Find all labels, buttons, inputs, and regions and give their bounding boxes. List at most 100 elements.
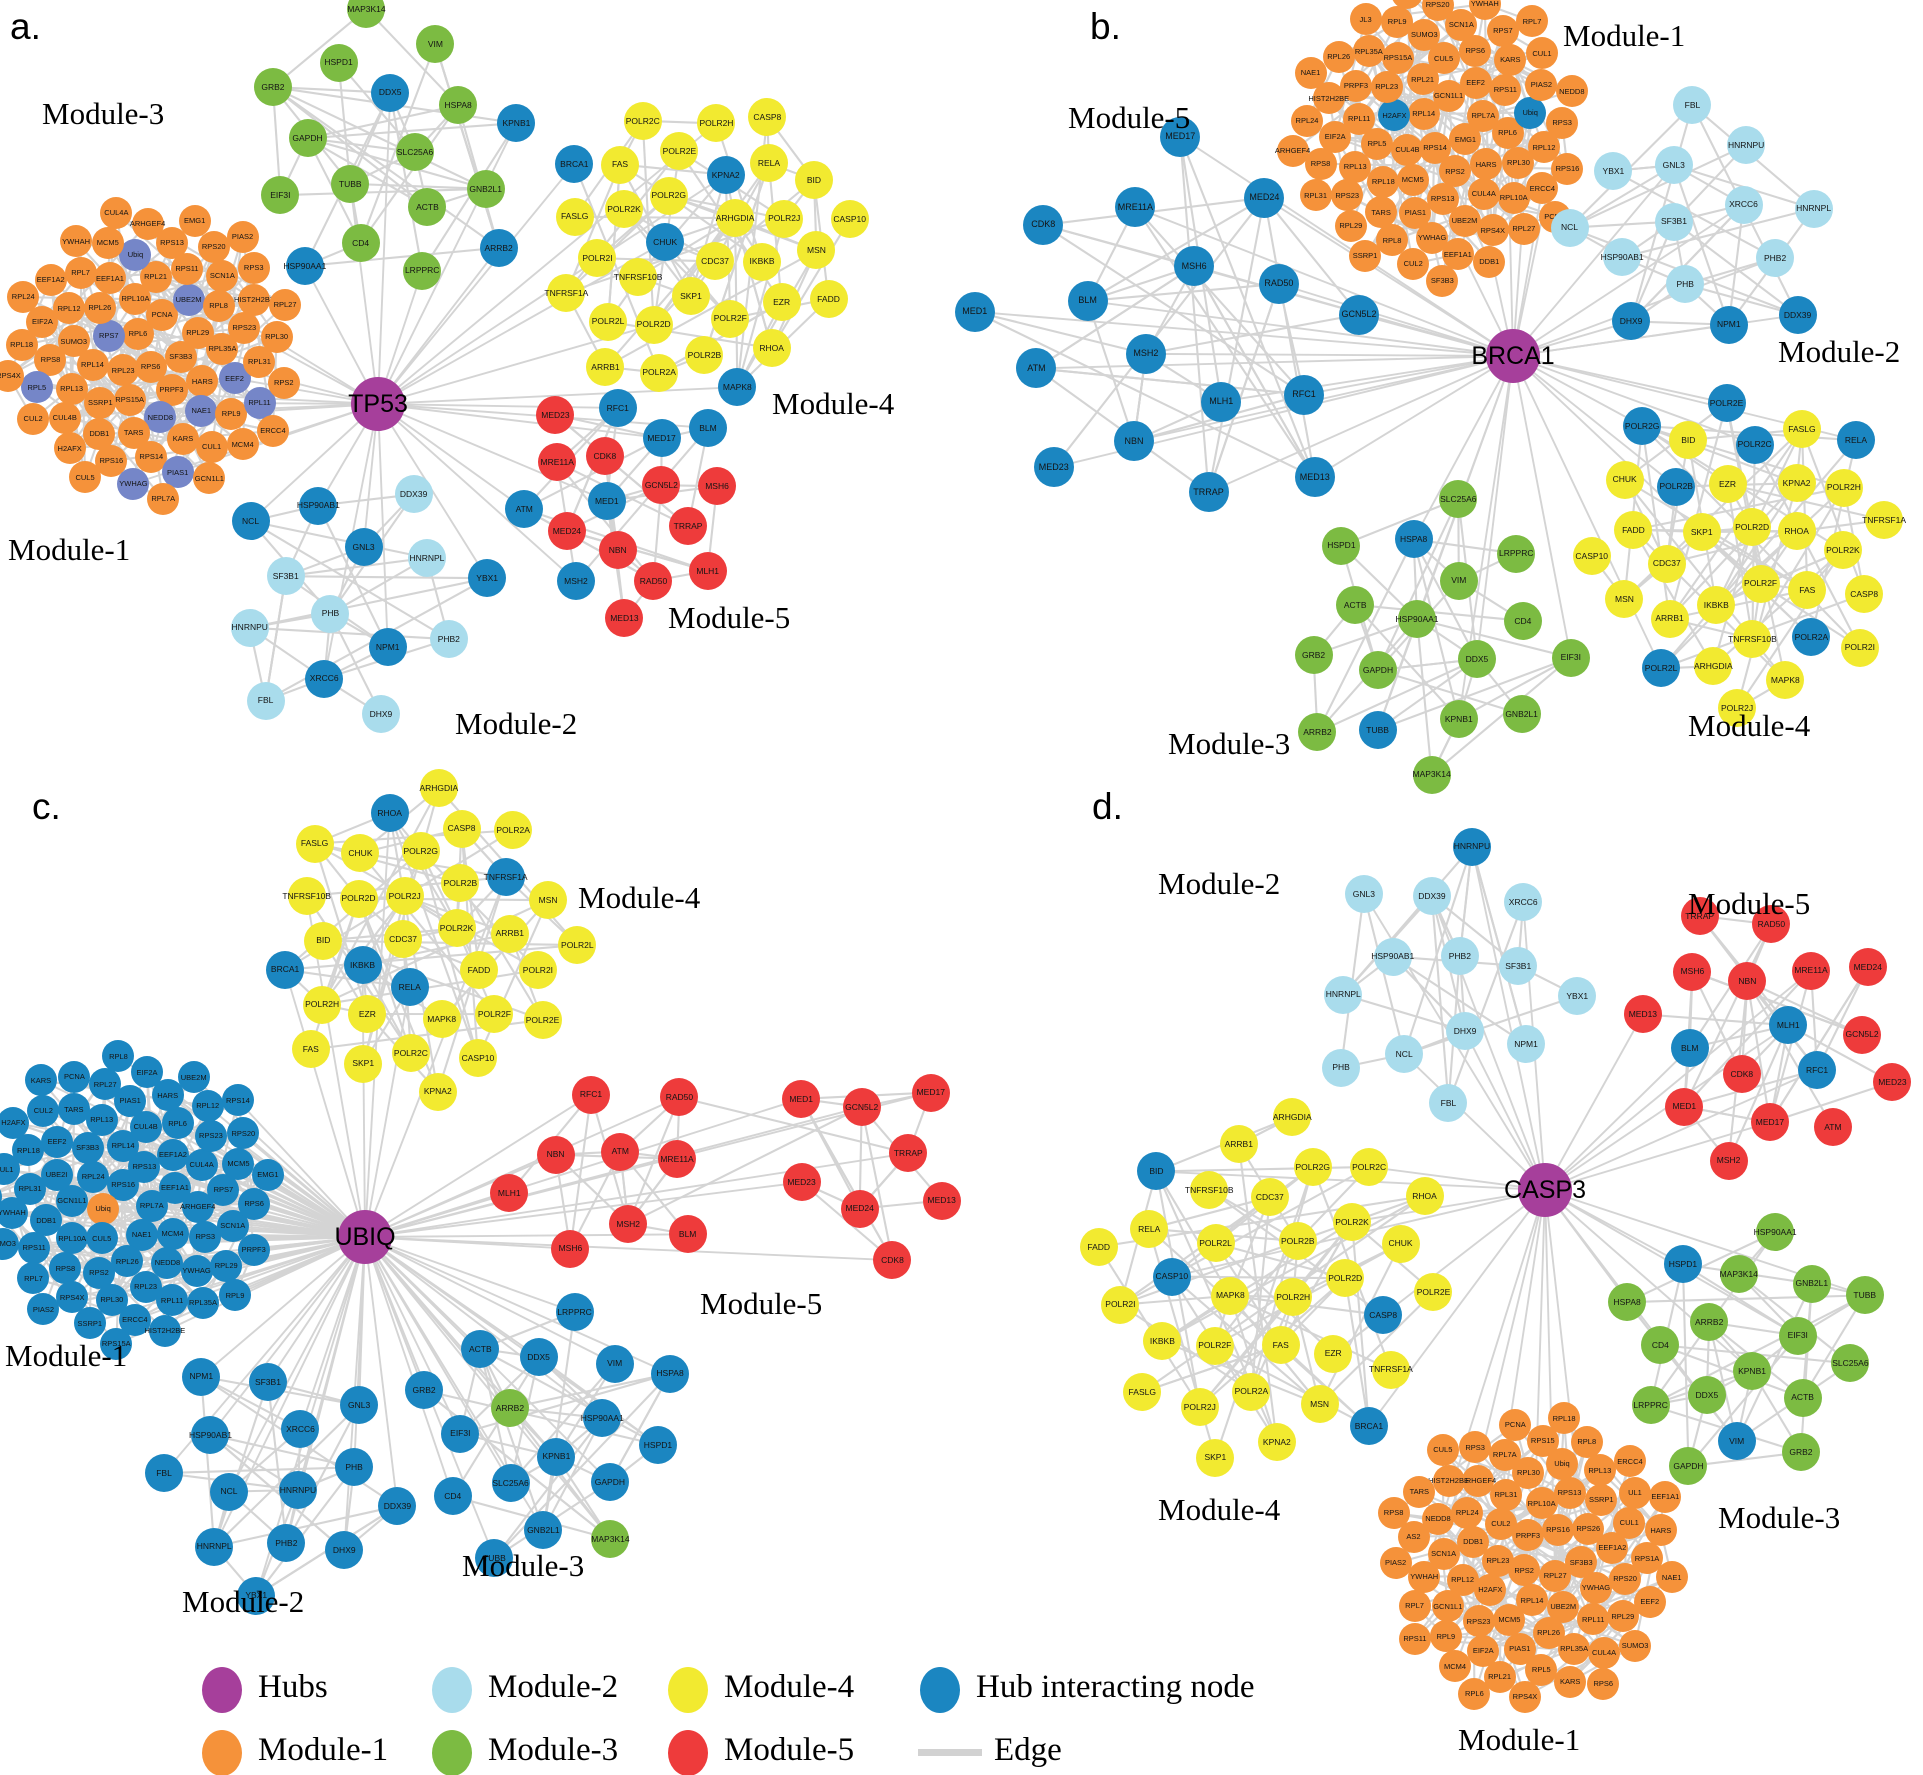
network-node: RHOA bbox=[370, 794, 409, 833]
network-node: EIF2A bbox=[131, 1056, 164, 1089]
network-node: MED24 bbox=[547, 511, 586, 550]
network-node: SSRP1 bbox=[1585, 1484, 1618, 1517]
edge bbox=[267, 1236, 366, 1383]
network-node: RPS16 bbox=[1542, 1513, 1575, 1546]
network-node: SLC25A6 bbox=[1439, 479, 1478, 518]
network-node: IKBKB bbox=[1697, 585, 1736, 624]
network-node: ARRB1 bbox=[490, 914, 529, 953]
network-node: MSN bbox=[529, 881, 568, 920]
edge bbox=[0, 1197, 366, 1238]
network-node: POLR2A bbox=[1792, 618, 1831, 657]
network-node: RPL13 bbox=[55, 372, 88, 405]
edge bbox=[364, 1096, 680, 1238]
edge bbox=[451, 1356, 540, 1497]
network-node: HNRNPU bbox=[1727, 126, 1766, 165]
network-node: FADD bbox=[1079, 1227, 1118, 1266]
edge bbox=[1263, 197, 1360, 316]
hub-node: BRCA1 bbox=[1471, 329, 1555, 383]
edge bbox=[388, 812, 458, 929]
network-node: DHX9 bbox=[1446, 1012, 1485, 1051]
network-node: VIM bbox=[1717, 1422, 1756, 1461]
network-node: FASLG bbox=[1123, 1373, 1162, 1412]
edge bbox=[264, 576, 287, 701]
network-node: CD4 bbox=[433, 1477, 472, 1516]
network-node: RFC1 bbox=[598, 388, 637, 427]
network-node: EIF3I bbox=[261, 176, 300, 215]
network-node: KPNA2 bbox=[418, 1072, 457, 1111]
network-node: CDK8 bbox=[585, 437, 624, 476]
network-node: CUL2 bbox=[17, 403, 50, 436]
network-node: POLR2D bbox=[634, 305, 673, 344]
network-node: RPL13 bbox=[85, 1104, 118, 1137]
edge bbox=[1086, 300, 1135, 442]
network-node: POLR2E bbox=[1414, 1273, 1453, 1312]
edge bbox=[1382, 1189, 1546, 1316]
network-node: MAP3K14 bbox=[591, 1519, 630, 1558]
network-node: KPNA2 bbox=[706, 155, 745, 194]
edge bbox=[1430, 656, 1572, 776]
edge bbox=[1660, 439, 1857, 670]
edge bbox=[255, 1466, 355, 1597]
edge bbox=[1544, 969, 1812, 1191]
edge bbox=[1403, 1053, 1546, 1191]
network-node: RPS3 bbox=[189, 1221, 222, 1254]
network-node: MCM4 bbox=[1390, 0, 1423, 9]
network-node: RPL9 bbox=[1429, 1620, 1462, 1653]
edge bbox=[1279, 1221, 1353, 1346]
edge bbox=[1556, 1529, 1576, 1650]
network-node: MAP3K14 bbox=[1720, 1255, 1758, 1294]
edge bbox=[623, 208, 732, 320]
network-node: POLR2J bbox=[1180, 1387, 1219, 1426]
network-node: RELA bbox=[390, 968, 429, 1007]
network-node: SUMO3 bbox=[1408, 19, 1441, 52]
network-node: RPL7 bbox=[17, 1262, 50, 1295]
network-node: KPNB1 bbox=[497, 104, 536, 143]
network-node: NCL bbox=[210, 1472, 249, 1511]
network-node: MED1 bbox=[954, 291, 995, 332]
edge bbox=[523, 508, 654, 582]
network-node: DDX5 bbox=[1687, 1375, 1726, 1414]
edge bbox=[1727, 204, 1745, 325]
edge bbox=[1630, 203, 1745, 323]
edge bbox=[377, 92, 392, 405]
edge bbox=[479, 1347, 659, 1446]
network-node: POLR2E bbox=[1707, 384, 1746, 423]
network-node: EZR bbox=[1708, 465, 1747, 504]
network-node: MED13 bbox=[605, 599, 644, 638]
network-node: IKBKB bbox=[743, 242, 782, 281]
edge bbox=[1344, 1278, 1370, 1427]
network-node: MCM5 bbox=[1396, 163, 1429, 196]
network-node: ARHGDIA bbox=[1273, 1097, 1312, 1136]
edge bbox=[304, 246, 499, 268]
network-node: CDC37 bbox=[1647, 544, 1686, 583]
network-node: RPL11 bbox=[1577, 1603, 1610, 1636]
network-node: PIAS2 bbox=[27, 1293, 60, 1326]
network-node: RPS14 bbox=[221, 1084, 254, 1117]
network-node: BID bbox=[1669, 420, 1708, 459]
network-node: FADD bbox=[1614, 510, 1653, 549]
edge bbox=[1512, 314, 1798, 357]
network-node: SF3B1 bbox=[248, 1362, 287, 1401]
network-node: RPS3 bbox=[1459, 1431, 1492, 1464]
network-node: RPL8 bbox=[202, 289, 235, 322]
network-node: JL3 bbox=[1349, 3, 1382, 36]
edge bbox=[307, 137, 486, 190]
network-node: FASLG bbox=[555, 197, 594, 236]
edge bbox=[1736, 549, 1844, 710]
network-node: MAPK8 bbox=[1211, 1276, 1250, 1315]
edge bbox=[1350, 1221, 1370, 1427]
network-node: BRCA1 bbox=[1349, 1407, 1388, 1446]
network-node: IKBKB bbox=[343, 945, 382, 984]
network-node: POLR2C bbox=[391, 1033, 430, 1072]
network-node: MED13 bbox=[922, 1181, 961, 1220]
network-node: TNFRSF10B bbox=[1185, 1170, 1234, 1209]
network-node: MED17 bbox=[911, 1073, 950, 1112]
network-node: CHUK bbox=[1605, 460, 1644, 499]
network-node: RPL8 bbox=[1570, 1426, 1603, 1459]
network-node: YWHAH bbox=[0, 1197, 28, 1230]
edge bbox=[377, 403, 525, 510]
edge bbox=[1162, 1340, 1321, 1406]
network-node: POLR2F bbox=[1741, 564, 1780, 603]
network-node: RPL31 bbox=[1299, 179, 1332, 212]
edge bbox=[459, 882, 544, 1021]
